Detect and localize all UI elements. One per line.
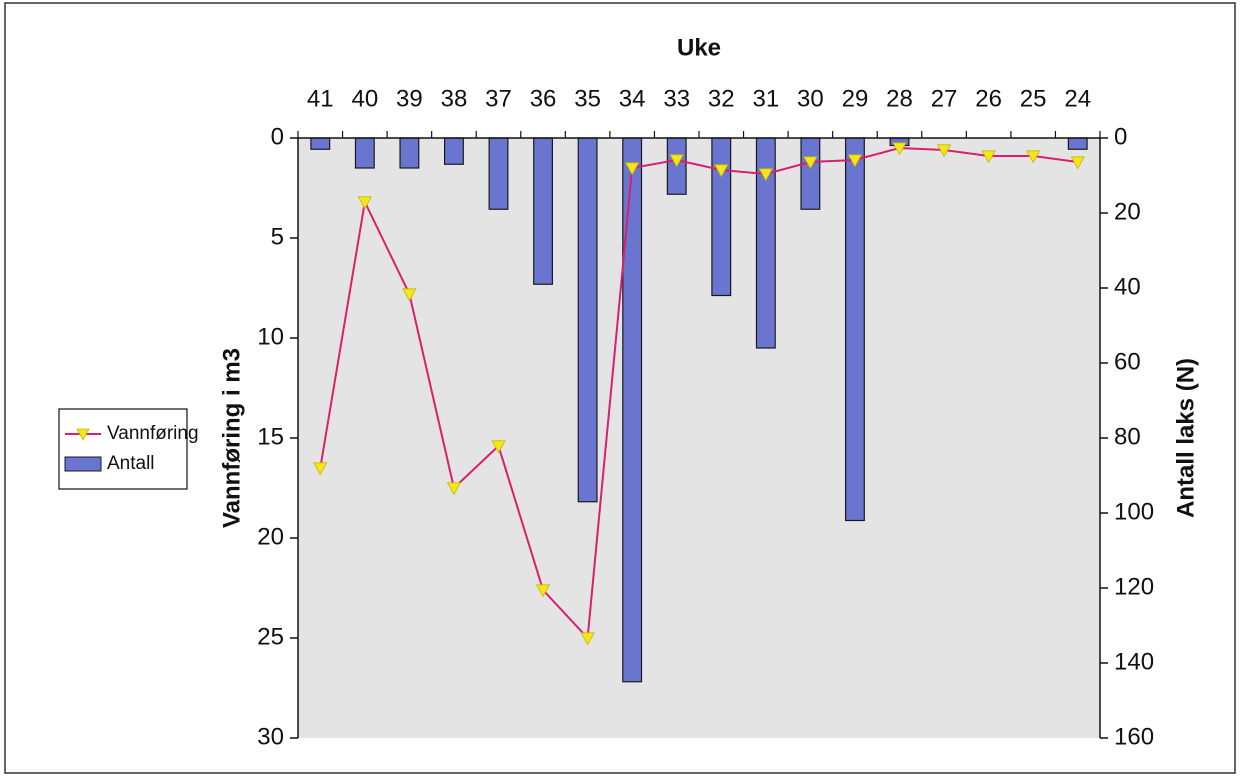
point-vannforing-38: [446, 482, 462, 496]
x-tick-38: 38: [441, 85, 468, 112]
bar-38: [443, 137, 464, 165]
x-tick-39: 39: [396, 85, 423, 112]
legend-label-antall: Antall: [107, 453, 155, 474]
point-vannforing-41: [313, 462, 328, 476]
left-tick-80: 80: [1114, 423, 1141, 450]
point-vannforing-33: [669, 154, 684, 168]
x-tick-31: 31: [752, 85, 779, 112]
x-axis-title: Uke: [677, 34, 721, 61]
left-tick-0: 0: [1114, 123, 1127, 150]
right-tick-25: 25: [257, 623, 284, 650]
left-tick-40: 40: [1114, 273, 1141, 300]
legend-label-vannforing: Vannføring: [107, 423, 199, 444]
right-axis-title: Vannføring i m3: [218, 348, 245, 528]
left-tick-140: 140: [1114, 648, 1154, 675]
point-vannforing-39: [402, 288, 417, 302]
right-tick-0: 0: [271, 123, 284, 150]
left-tick-120: 120: [1114, 573, 1154, 600]
x-tick-32: 32: [708, 85, 735, 112]
line-vannforing: [319, 146, 1078, 641]
x-tick-41: 41: [307, 85, 334, 112]
legend: Antall Vannføring: [58, 408, 199, 490]
point-vannforing-26: [981, 150, 996, 164]
right-tick-20: 20: [257, 523, 284, 550]
chart-rotated-group: 0 20 40 60 80 100 120 140 160 0 5 10 15 20 25 30 24 25 26 2…: [58, 34, 1199, 750]
legend-marker-vannforing: [76, 428, 90, 441]
x-tick-36: 36: [530, 85, 557, 112]
plot-area: [298, 138, 1100, 738]
x-tick-25: 25: [1020, 85, 1047, 112]
x-tick-40: 40: [351, 85, 378, 112]
line-layer: [313, 142, 1085, 646]
bar-34: [622, 137, 643, 683]
point-vannforing-31: [758, 168, 774, 182]
left-tick-160: 160: [1114, 723, 1154, 750]
right-tick-30: 30: [257, 723, 284, 750]
right-tick-10: 10: [257, 323, 284, 350]
bar-30: [800, 137, 821, 210]
point-vannforing-34: [624, 162, 640, 176]
left-tick-20: 20: [1114, 198, 1141, 225]
x-tick-26: 26: [975, 85, 1002, 112]
bar-41: [310, 137, 331, 150]
x-tick-33: 33: [663, 85, 690, 112]
left-tick-100: 100: [1114, 498, 1154, 525]
bar-39: [399, 137, 420, 169]
point-vannforing-37: [491, 440, 506, 454]
point-vannforing-25: [1025, 150, 1041, 164]
bar-36: [533, 137, 554, 285]
bar-29: [844, 137, 865, 522]
x-tick-34: 34: [619, 85, 646, 112]
point-vannforing-24: [1070, 156, 1085, 170]
point-vannforing-32: [714, 164, 729, 178]
point-vannforing-40: [357, 196, 373, 210]
labels-layer: 0 20 40 60 80 100 120 140 160 0 5 10 15 20 25 30 24 25 26 2…: [218, 34, 1199, 750]
bar-37: [488, 137, 509, 210]
left-axis-title: Antall laks (N): [1172, 358, 1199, 518]
legend-box: [58, 408, 188, 490]
left-tick-60: 60: [1114, 348, 1141, 375]
point-vannforing-27: [936, 144, 952, 158]
x-tick-28: 28: [886, 85, 913, 112]
x-tick-30: 30: [797, 85, 824, 112]
point-vannforing-29: [847, 154, 863, 168]
point-vannforing-28: [892, 142, 907, 156]
x-tick-27: 27: [931, 85, 958, 112]
axes-layer: [290, 131, 1108, 739]
bar-40: [354, 137, 375, 169]
x-tick-29: 29: [842, 85, 869, 112]
bar-24: [1067, 137, 1088, 150]
point-vannforing-36: [535, 584, 551, 598]
point-vannforing-35: [580, 632, 595, 646]
right-tick-5: 5: [271, 223, 284, 250]
bar-32: [711, 137, 732, 297]
x-tick-24: 24: [1064, 85, 1091, 112]
bar-35: [577, 137, 598, 503]
right-tick-15: 15: [257, 423, 284, 450]
x-tick-37: 37: [485, 85, 512, 112]
legend-swatch-antall: [64, 456, 102, 472]
point-vannforing-30: [803, 156, 818, 170]
x-tick-35: 35: [574, 85, 601, 112]
